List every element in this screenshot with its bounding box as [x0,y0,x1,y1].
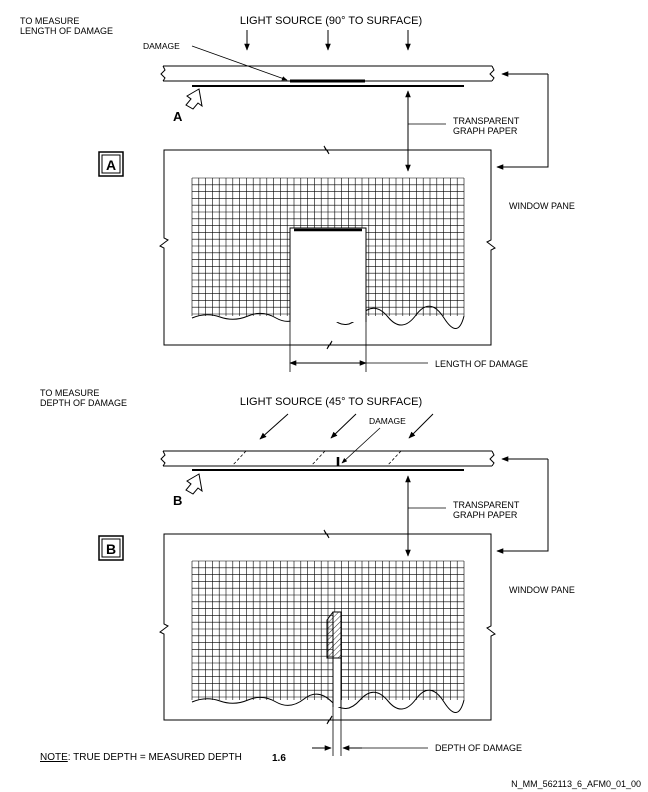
window-pane-label-b: WINDOW PANE [509,585,575,595]
light-arrow [330,413,357,439]
note-label: NOTE [40,752,68,763]
section-a: TO MEASURE LENGTH OF DAMAGE LIGHT SOURCE… [20,15,575,372]
light-arrow [408,413,434,439]
section-b-caption: TO MEASURE DEPTH OF DAMAGE [40,388,127,408]
window-pane-leader-lower [496,459,549,554]
graph-paper-label-a: TRANSPARENT GRAPH PAPER [453,116,522,136]
window-pane-front [159,145,496,350]
view-letter-a: A [173,109,183,124]
measure-window [290,228,366,322]
window-pane-side-view [160,65,495,87]
figure-badge-a [98,151,124,177]
note-text: NOTE: TRUE DEPTH = MEASURED DEPTH [40,752,242,763]
view-letter-b: B [173,493,182,508]
badge-letter-b: B [106,541,116,557]
light-source-label-a: LIGHT SOURCE (90° TO SURFACE) [240,15,422,27]
length-of-damage-label: LENGTH OF DAMAGE [435,359,528,369]
light-arrow [259,413,289,440]
light-source-label-b: LIGHT SOURCE (45° TO SURFACE) [240,396,422,408]
window-pane-front [159,529,496,725]
view-arrow-icon [185,473,203,495]
note: NOTE: TRUE DEPTH = MEASURED DEPTH 1.6 [40,752,286,764]
damage-hatch [326,611,342,659]
window-pane-leader-lower [496,74,549,170]
damage-leader [341,427,381,464]
graph-paper-label-b: TRANSPARENT GRAPH PAPER [453,500,522,520]
section-a-caption: TO MEASURE LENGTH OF DAMAGE [20,16,113,36]
depth-of-damage-label: DEPTH OF DAMAGE [435,743,522,753]
damage-label-b: DAMAGE [369,416,406,426]
figure-id: N_MM_562113_6_AFM0_01_00 [511,779,641,789]
graph-paper-b [191,560,465,713]
window-pane-label-a: WINDOW PANE [509,201,575,211]
figure-badge-b [98,535,124,561]
section-b: TO MEASURE DEPTH OF DAMAGE LIGHT SOURCE … [40,388,575,756]
damage-leader [191,45,288,81]
note-factor: 1.6 [272,753,286,764]
damage-label-a: DAMAGE [143,41,180,51]
badge-letter-a: A [106,157,116,173]
view-arrow-icon [185,88,203,110]
window-pane-side-view [160,450,495,471]
